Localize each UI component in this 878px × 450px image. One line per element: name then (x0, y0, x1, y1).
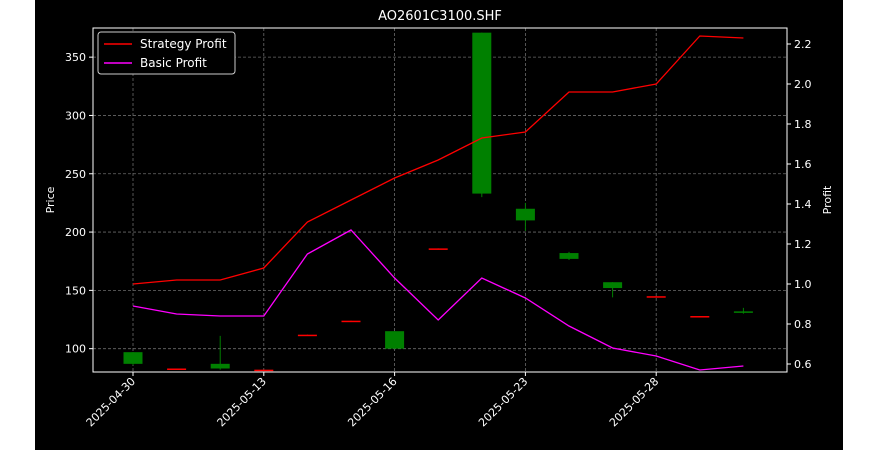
chart-title: AO2601C3100.SHF (378, 9, 502, 24)
candles (123, 32, 753, 372)
y-tick-label-right: 1.2 (794, 238, 812, 251)
candle-body (254, 369, 274, 372)
y-tick-label-right: 1.0 (794, 278, 812, 291)
y-tick-label-right: 1.8 (794, 118, 812, 131)
figure-background (35, 0, 843, 450)
y-tick-label-right: 0.6 (794, 358, 812, 371)
y-tick-label-left: 100 (65, 343, 86, 356)
candle-body (733, 311, 753, 313)
profit-lines (132, 35, 744, 371)
candle-body (385, 331, 405, 349)
y-axis-label-right: Profit (821, 185, 834, 214)
candle-body (515, 208, 535, 221)
y-tick-label-left: 300 (65, 109, 86, 122)
y-tick-label-left: 200 (65, 226, 86, 239)
candle-body (646, 296, 666, 298)
legend-box (97, 31, 236, 75)
legend: Strategy Profit Basic Profit (97, 31, 236, 75)
y-tick-label-right: 1.6 (794, 158, 812, 171)
y-tick-label-right: 0.8 (794, 318, 812, 331)
y-tick-label-left: 150 (65, 284, 86, 297)
candle-body (167, 368, 187, 371)
strategy-profit-line (132, 35, 744, 285)
candle-body (297, 334, 317, 337)
legend-label-basic-profit: Basic Profit (140, 56, 207, 70)
y-axis-label-left: Price (44, 186, 57, 213)
legend-label-strategy-profit: Strategy Profit (140, 37, 227, 51)
plot-frame (92, 27, 788, 373)
candle-body (123, 352, 143, 364)
y-tick-label-right: 2.0 (794, 78, 812, 91)
y-tick-label-left: 350 (65, 51, 86, 64)
y-tick-label-right: 1.4 (794, 198, 812, 211)
candle-body (603, 282, 623, 289)
y-tick-label-left: 250 (65, 168, 86, 181)
candle-body (472, 32, 492, 194)
candle-body (428, 248, 448, 250)
candle-body (210, 363, 230, 369)
candle-body (559, 253, 579, 259)
candle-body (341, 320, 361, 323)
basic-profit-line (132, 229, 744, 371)
candle-body (690, 316, 710, 318)
y-tick-label-right: 2.2 (794, 38, 812, 51)
